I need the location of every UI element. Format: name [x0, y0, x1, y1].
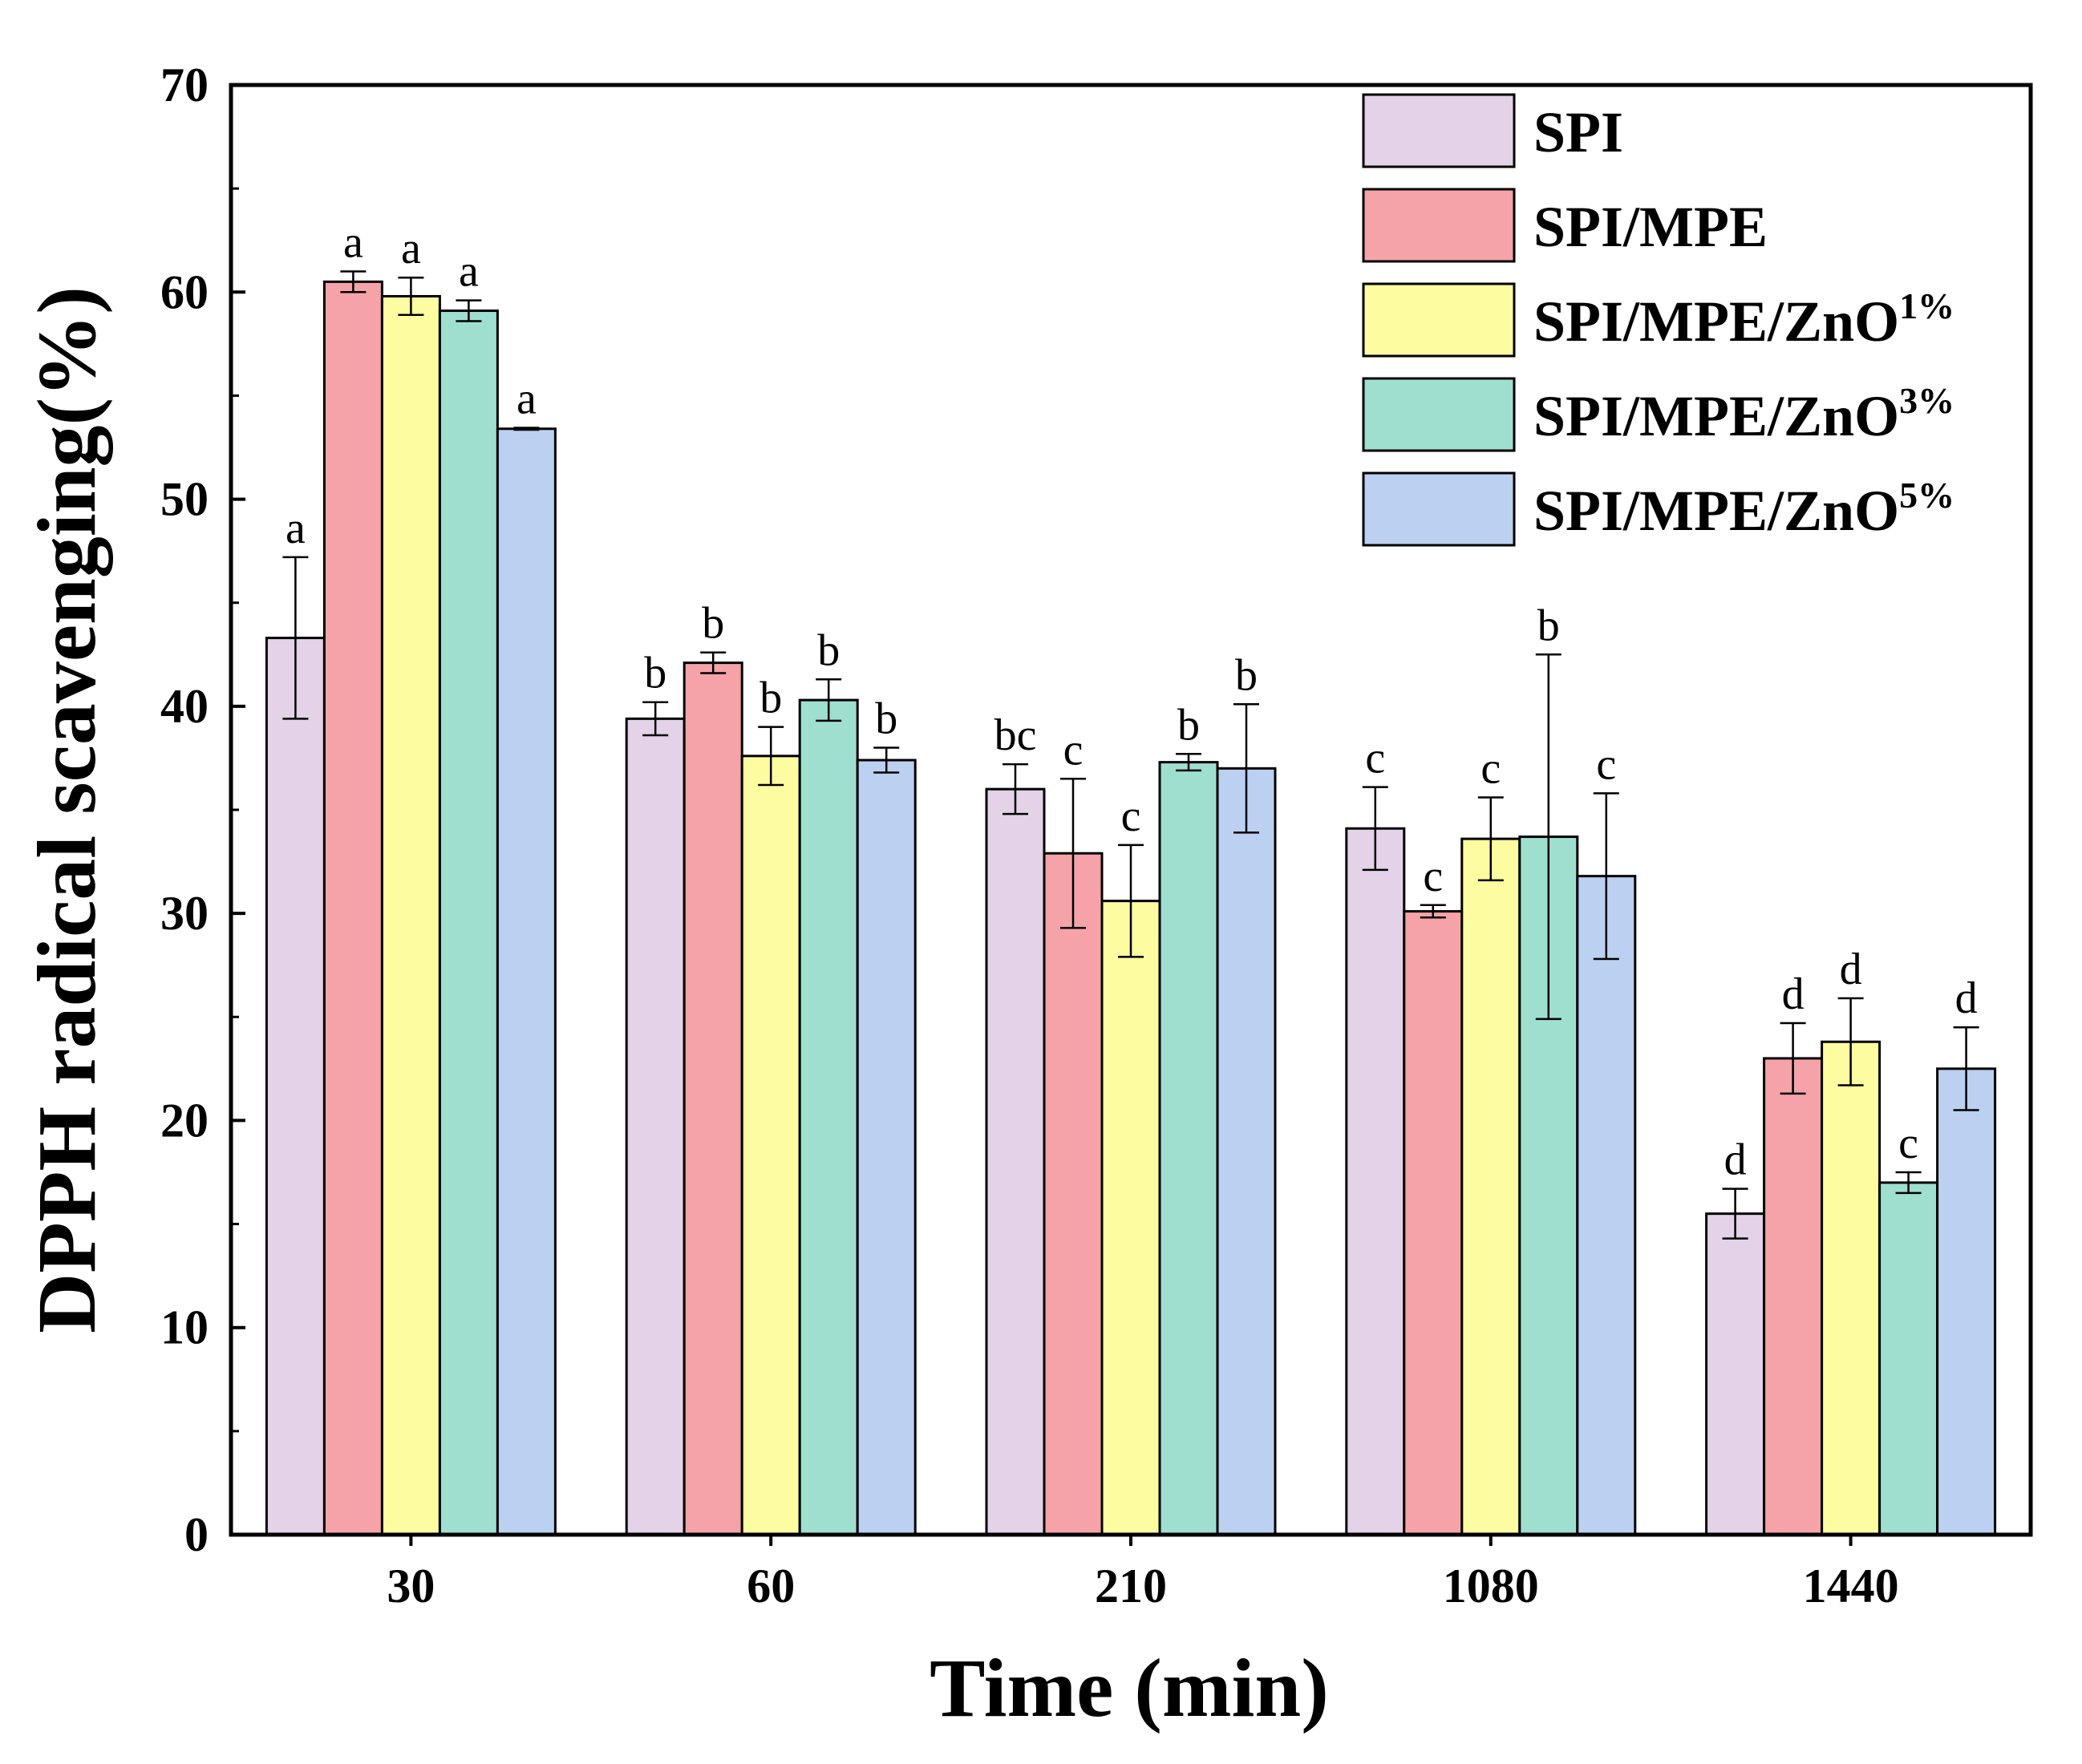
axes-layer: 30 60 210 1080 1440 0 10 20 30 40 50 60 70	[160, 59, 2033, 1612]
bar	[1576, 875, 1637, 1536]
y-tick-label: 30	[160, 887, 209, 940]
bar	[683, 662, 743, 1536]
significance-label: c	[1423, 852, 1443, 901]
significance-label: d	[1724, 1135, 1747, 1185]
significance-label: b	[1177, 700, 1200, 750]
bar	[380, 294, 441, 1536]
y-tick-label: 70	[160, 59, 209, 111]
plot-frame	[229, 83, 2033, 1537]
legend-label: SPI/MPE/ZnO5%	[1533, 475, 1954, 543]
x-tick-label: 1440	[1803, 1560, 1899, 1612]
y-tick-label: 20	[160, 1094, 209, 1147]
x-tick-label: 1080	[1443, 1560, 1539, 1612]
bars-layer	[265, 280, 1997, 1536]
legend-swatch	[1362, 377, 1516, 452]
bar	[438, 310, 499, 1536]
significance-label: a	[401, 224, 421, 273]
bar	[1821, 1040, 1881, 1536]
bar	[740, 755, 801, 1536]
significance-label: b	[1537, 601, 1560, 650]
error-bars-layer	[282, 270, 1979, 1240]
x-tick-label: 60	[747, 1560, 795, 1612]
significance-label: bc	[994, 710, 1037, 760]
bar	[1460, 837, 1521, 1536]
bar	[1705, 1212, 1766, 1536]
legend-label: SPI/MPE	[1533, 195, 1768, 259]
legend-swatch	[1362, 93, 1516, 168]
bar	[856, 759, 917, 1536]
bar	[1043, 852, 1104, 1536]
significance-label: b	[644, 649, 666, 698]
significance-label: a	[286, 504, 306, 553]
legend-superscript: 3%	[1899, 380, 1954, 421]
y-tick-label: 40	[160, 680, 209, 733]
x-tick-label: 210	[1095, 1560, 1167, 1612]
bar	[1216, 767, 1277, 1536]
y-tick-label: 10	[160, 1301, 209, 1354]
legend-label: SPI/MPE/ZnO1%	[1533, 285, 1954, 354]
bar	[985, 787, 1046, 1536]
significance-label: b	[875, 694, 897, 744]
significance-label: d	[1955, 973, 1978, 1023]
legend-label: SPI	[1533, 100, 1623, 164]
legend-swatch	[1362, 282, 1516, 358]
bar	[1100, 900, 1161, 1536]
significance-label: a	[343, 217, 363, 267]
significance-label: c	[1121, 791, 1141, 841]
significance-label: b	[702, 599, 724, 649]
significance-label: b	[817, 625, 840, 675]
bar	[1763, 1057, 1824, 1536]
significance-label: c	[1063, 725, 1084, 775]
significance-label: b	[1235, 650, 1258, 700]
significance-label: c	[1596, 739, 1616, 789]
significance-label: c	[1898, 1119, 1918, 1168]
y-tick-label: 0	[184, 1508, 209, 1561]
legend-swatch	[1362, 471, 1516, 547]
significance-label: d	[1782, 969, 1805, 1019]
bar	[265, 637, 326, 1536]
legend-swatch	[1362, 188, 1516, 263]
bar	[625, 717, 686, 1536]
bar	[1158, 761, 1219, 1536]
bar	[1878, 1181, 1939, 1536]
y-axis-title: DPPH radical scavenging(%)	[21, 286, 113, 1333]
significance-label: c	[1480, 744, 1501, 794]
bar	[1936, 1067, 1997, 1536]
y-tick-label: 60	[160, 265, 209, 318]
bar	[798, 698, 859, 1536]
x-axis-title: Time (min)	[930, 1642, 1329, 1734]
significance-label: b	[759, 674, 782, 723]
significance-label: c	[1365, 734, 1385, 783]
significance-label: a	[459, 247, 479, 297]
significance-label: d	[1840, 945, 1862, 994]
bar	[322, 280, 383, 1536]
bar	[1403, 910, 1464, 1536]
bar	[1345, 827, 1406, 1536]
legend-superscript: 5%	[1899, 475, 1954, 516]
bar	[496, 427, 557, 1536]
x-tick-label: 30	[387, 1560, 435, 1612]
y-tick-label: 50	[160, 473, 209, 526]
significance-label: a	[516, 374, 537, 423]
legend: SPI SPI/MPE SPI/MPE/ZnO1% SPI/MPE/ZnO3% SPI/…	[1362, 93, 1954, 547]
legend-label: SPI/MPE/ZnO3%	[1533, 380, 1954, 448]
legend-superscript: 1%	[1899, 285, 1954, 326]
